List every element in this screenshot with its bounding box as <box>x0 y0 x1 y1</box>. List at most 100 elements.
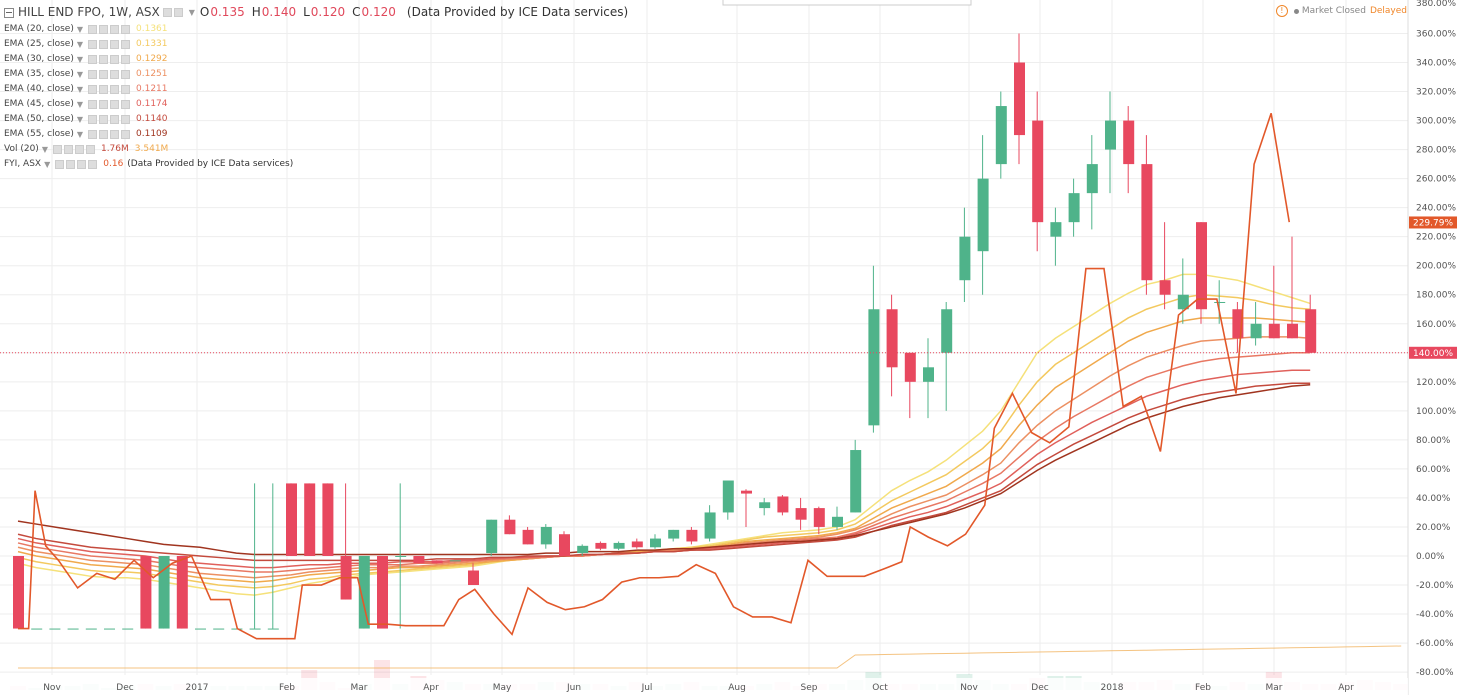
candle-body <box>1032 120 1044 223</box>
add-icon[interactable] <box>110 55 120 64</box>
close-icon[interactable] <box>121 130 131 139</box>
close-icon[interactable] <box>121 115 131 124</box>
close-icon[interactable] <box>121 25 131 34</box>
warning-icon[interactable]: ! <box>1275 5 1288 17</box>
symbol-title[interactable]: HILL END FPO, 1W, ASX <box>18 5 160 19</box>
settings-icon[interactable] <box>99 130 109 139</box>
fyi-controls[interactable] <box>55 160 98 169</box>
candle-body <box>777 496 789 513</box>
settings-icon[interactable] <box>173 8 183 17</box>
vol-controls[interactable] <box>52 145 95 154</box>
close-icon[interactable] <box>121 70 131 79</box>
ohlc-close: C0.120 <box>352 5 396 19</box>
candle-body <box>868 309 880 426</box>
candle-body <box>468 570 479 586</box>
candle-body <box>559 534 570 556</box>
eye-icon[interactable] <box>88 100 98 109</box>
ema-controls[interactable] <box>88 55 131 64</box>
ema-value: 0.1361 <box>136 24 168 34</box>
candle-body <box>813 508 825 527</box>
close-icon[interactable] <box>88 160 98 169</box>
y-tick-label: 60.00% <box>1416 465 1451 475</box>
ema-value: 0.1331 <box>136 39 168 49</box>
main-controls[interactable] <box>162 8 183 17</box>
close-icon[interactable] <box>121 55 131 64</box>
chevron-down-icon[interactable]: ▼ <box>76 115 84 124</box>
eye-icon[interactable] <box>88 70 98 79</box>
close-icon[interactable] <box>121 40 131 49</box>
ema-name[interactable]: EMA (50, close) <box>4 114 74 124</box>
candle-body <box>577 545 589 554</box>
ohlc-low: L0.120 <box>303 5 346 19</box>
chevron-down-icon[interactable]: ▼ <box>76 100 84 109</box>
settings-icon[interactable] <box>99 85 109 94</box>
settings-icon[interactable] <box>99 55 109 64</box>
settings-icon[interactable] <box>66 160 76 169</box>
add-icon[interactable] <box>74 145 84 154</box>
chevron-down-icon[interactable]: ▼ <box>76 130 84 139</box>
fyi-legend-row: FYI, ASX ▼ 0.16 (Data Provided by ICE Da… <box>4 157 628 172</box>
candle-body <box>1050 222 1062 237</box>
y-tick-label: -80.00% <box>1416 668 1454 678</box>
ema-name[interactable]: EMA (55, close) <box>4 129 74 139</box>
collapse-icon[interactable] <box>4 7 14 18</box>
ema-legend-row: EMA (35, close) ▼ 0.1251 <box>4 67 628 82</box>
y-tick-label: -40.00% <box>1416 610 1454 620</box>
ema-value: 0.1109 <box>136 129 168 139</box>
eye-icon[interactable] <box>52 145 62 154</box>
add-icon[interactable] <box>110 115 120 124</box>
add-icon[interactable] <box>77 160 87 169</box>
ema-controls[interactable] <box>88 70 131 79</box>
eye-icon[interactable] <box>162 8 172 17</box>
ema-name[interactable]: EMA (20, close) <box>4 24 74 34</box>
add-icon[interactable] <box>110 100 120 109</box>
eye-icon[interactable] <box>88 40 98 49</box>
eye-icon[interactable] <box>55 160 65 169</box>
chevron-down-icon[interactable]: ▼ <box>41 145 48 154</box>
settings-icon[interactable] <box>99 25 109 34</box>
chevron-down-icon[interactable]: ▼ <box>76 55 84 64</box>
add-icon[interactable] <box>110 40 120 49</box>
ema-name[interactable]: EMA (40, close) <box>4 84 74 94</box>
candle-body <box>358 555 370 629</box>
chevron-down-icon[interactable]: ▼ <box>188 8 195 17</box>
chevron-down-icon[interactable]: ▼ <box>76 25 84 34</box>
settings-icon[interactable] <box>63 145 73 154</box>
settings-icon[interactable] <box>99 115 109 124</box>
settings-icon[interactable] <box>99 100 109 109</box>
ema-name[interactable]: EMA (35, close) <box>4 69 74 79</box>
eye-icon[interactable] <box>88 130 98 139</box>
ema-name[interactable]: EMA (30, close) <box>4 54 74 64</box>
ema-controls[interactable] <box>88 115 131 124</box>
settings-icon[interactable] <box>99 40 109 49</box>
eye-icon[interactable] <box>88 55 98 64</box>
chevron-down-icon[interactable]: ▼ <box>44 160 51 169</box>
close-icon[interactable] <box>85 145 95 154</box>
add-icon[interactable] <box>110 130 120 139</box>
add-icon[interactable] <box>110 25 120 34</box>
vol-name[interactable]: Vol (20) <box>4 144 39 154</box>
ema-controls[interactable] <box>88 100 131 109</box>
eye-icon[interactable] <box>88 25 98 34</box>
eye-icon[interactable] <box>88 85 98 94</box>
chevron-down-icon[interactable]: ▼ <box>76 40 84 49</box>
vol-legend-row: Vol (20) ▼ 1.76M 3.541M <box>4 142 628 157</box>
eye-icon[interactable] <box>88 115 98 124</box>
y-tick-label: -60.00% <box>1416 639 1454 649</box>
ema-controls[interactable] <box>88 130 131 139</box>
fyi-name[interactable]: FYI, ASX <box>4 159 42 169</box>
chevron-down-icon[interactable]: ▼ <box>76 85 84 94</box>
ema-name[interactable]: EMA (25, close) <box>4 39 74 49</box>
ema-controls[interactable] <box>88 85 131 94</box>
y-tick-label: 320.00% <box>1416 88 1456 98</box>
add-icon[interactable] <box>110 85 120 94</box>
settings-icon[interactable] <box>99 70 109 79</box>
chevron-down-icon[interactable]: ▼ <box>76 70 84 79</box>
ema-controls[interactable] <box>88 40 131 49</box>
ema-name[interactable]: EMA (45, close) <box>4 99 74 109</box>
add-icon[interactable] <box>110 70 120 79</box>
close-icon[interactable] <box>121 85 131 94</box>
ema-controls[interactable] <box>88 25 131 34</box>
close-icon[interactable] <box>121 100 131 109</box>
